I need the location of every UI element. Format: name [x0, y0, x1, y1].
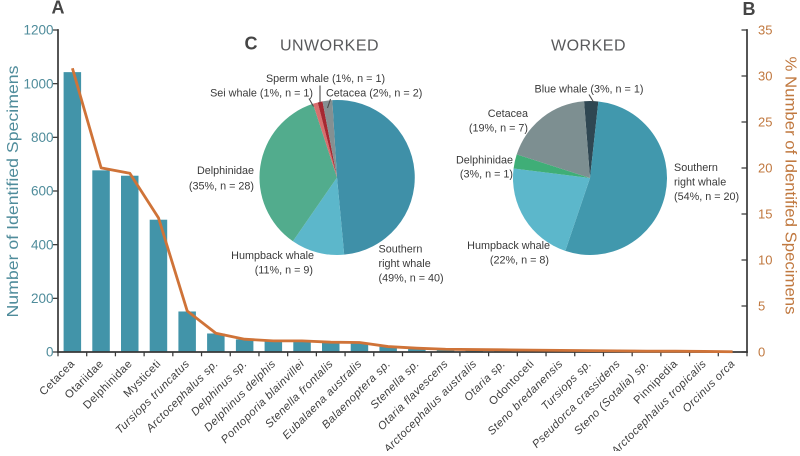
svg-text:35: 35: [758, 23, 772, 38]
svg-text:800: 800: [31, 130, 54, 145]
svg-text:600: 600: [31, 184, 54, 199]
svg-text:25: 25: [758, 115, 772, 130]
svg-text:Southern: Southern: [379, 244, 423, 256]
svg-text:20: 20: [758, 161, 772, 176]
svg-text:10: 10: [758, 253, 772, 268]
svg-text:WORKED: WORKED: [551, 38, 626, 55]
svg-text:Number of Identified Specimens: Number of Identified Specimens: [5, 65, 22, 317]
svg-text:30: 30: [758, 69, 772, 84]
svg-text:Cetacea (2%, n = 2): Cetacea (2%, n = 2): [326, 88, 422, 100]
svg-text:5: 5: [758, 299, 765, 314]
svg-text:200: 200: [31, 291, 54, 306]
svg-text:1200: 1200: [23, 23, 53, 38]
svg-text:right whale: right whale: [674, 176, 726, 188]
svg-text:Humpback whale: Humpback whale: [231, 250, 314, 262]
svg-text:(54%, n = 20): (54%, n = 20): [674, 191, 739, 203]
svg-text:A: A: [52, 0, 65, 18]
svg-text:0: 0: [758, 345, 765, 360]
svg-text:15: 15: [758, 207, 772, 222]
svg-text:Sei whale (1%, n = 1): Sei whale (1%, n = 1): [210, 88, 313, 100]
svg-text:% Number of Identified Specime: % Number of Identified Specimens: [782, 57, 799, 315]
svg-text:400: 400: [31, 237, 54, 252]
svg-text:0: 0: [46, 345, 54, 360]
svg-text:B: B: [743, 0, 756, 19]
svg-text:Humpback whale: Humpback whale: [467, 240, 550, 252]
svg-text:Southern: Southern: [674, 162, 718, 174]
svg-text:Delphinidae: Delphinidae: [197, 165, 254, 177]
svg-text:(49%, n = 40): (49%, n = 40): [379, 273, 444, 285]
svg-text:right whale: right whale: [379, 258, 431, 270]
svg-text:1000: 1000: [23, 76, 53, 91]
svg-text:(22%, n = 8): (22%, n = 8): [490, 255, 549, 267]
svg-text:UNWORKED: UNWORKED: [280, 38, 379, 55]
svg-text:(3%, n = 1): (3%, n = 1): [460, 169, 513, 181]
svg-text:Cetacea: Cetacea: [488, 108, 528, 120]
svg-text:Delphinidae: Delphinidae: [456, 155, 513, 167]
svg-text:(11%, n = 9): (11%, n = 9): [255, 265, 313, 277]
svg-text:C: C: [245, 34, 258, 54]
svg-text:(35%, n = 28): (35%, n = 28): [189, 181, 254, 193]
svg-text:Blue whale (3%, n = 1): Blue whale (3%, n = 1): [535, 84, 644, 96]
svg-text:Sperm whale (1%, n = 1): Sperm whale (1%, n = 1): [266, 73, 385, 85]
svg-text:(19%, n = 7): (19%, n = 7): [469, 123, 528, 135]
